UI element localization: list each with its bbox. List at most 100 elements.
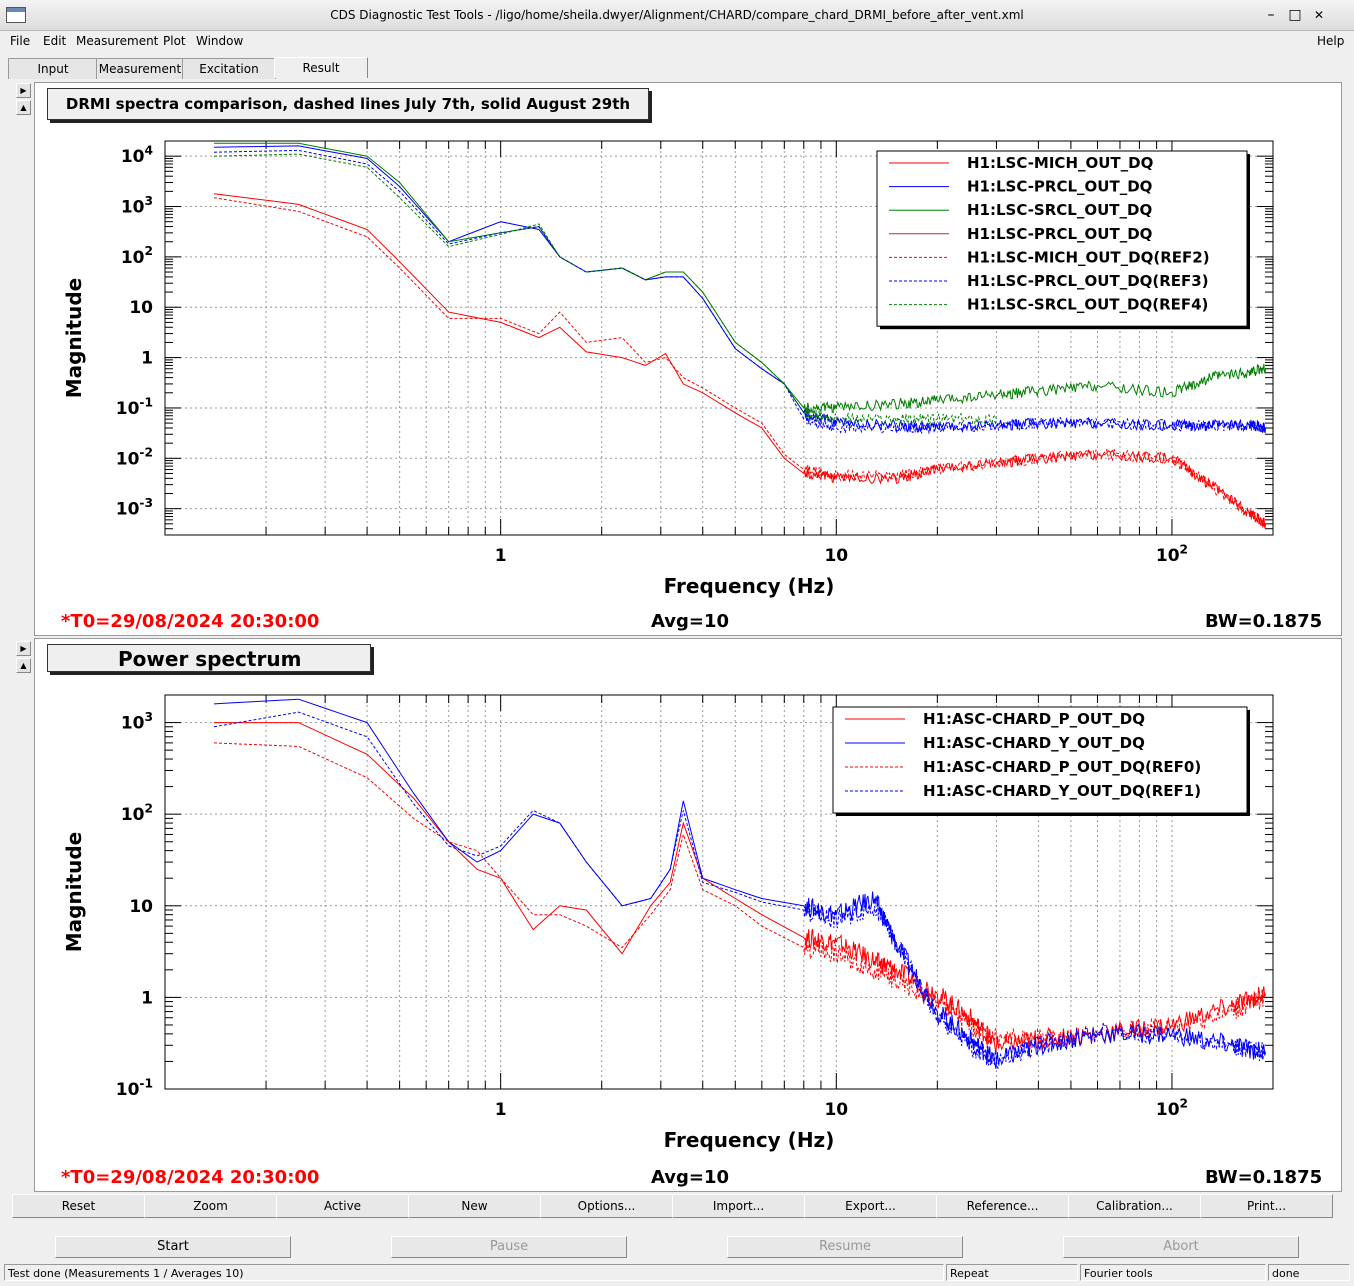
plot1-avg: Avg=10 — [651, 611, 730, 632]
menu-window[interactable]: Window — [196, 34, 244, 48]
series-line — [213, 149, 1266, 435]
y-tick-label: 10 — [129, 897, 153, 917]
y-tick-label: 10-1 — [116, 395, 153, 419]
reset-button[interactable]: Reset — [12, 1194, 145, 1218]
options-button[interactable]: Options... — [540, 1194, 673, 1218]
new-button[interactable]: New — [408, 1194, 541, 1218]
close-icon[interactable]: ✕ — [1313, 8, 1325, 22]
plot2-bw: BW=0.1875 — [1205, 1167, 1323, 1188]
legend: H1:LSC-MICH_OUT_DQ H1:LSC-PRCL_OUT_DQ H1:L… — [876, 150, 1250, 330]
plot-button-bar: Reset Zoom Active New Options... Import.… — [12, 1194, 1334, 1218]
app-window-icon — [6, 7, 26, 23]
minimize-icon[interactable]: – — [1267, 7, 1275, 23]
y-tick-label: 10 — [129, 298, 153, 318]
plot1-bw: BW=0.1875 — [1205, 611, 1323, 632]
series-group — [213, 698, 1266, 1069]
start-button[interactable]: Start — [55, 1236, 291, 1258]
plot1-svg[interactable]: 1 10 10210410310210110-110-210-3Frequency … — [35, 83, 1341, 635]
legend-entry: H1:LSC-MICH_OUT_DQ(REF2) — [967, 248, 1210, 266]
import-button[interactable]: Import... — [672, 1194, 805, 1218]
x-tick-label: 1 — [495, 546, 507, 566]
panel1-expand-arrow-icon[interactable]: ▶ — [16, 83, 31, 98]
y-tick-label: 10-1 — [116, 1076, 153, 1100]
legend-entry: H1:ASC-CHARD_Y_OUT_DQ(REF1) — [923, 782, 1201, 800]
y-tick-label: 104 — [121, 144, 153, 168]
export-button[interactable]: Export... — [804, 1194, 937, 1218]
tab-input[interactable]: Input — [8, 58, 98, 79]
x-axis-title: Frequency (Hz) — [664, 1128, 835, 1152]
status-message: Test done (Measurements 1 / Averages 10) — [4, 1264, 944, 1281]
x-tick-label: 102 — [1156, 1096, 1188, 1120]
legend-entry: H1:LSC-PRCL_OUT_DQ(REF3) — [967, 272, 1209, 290]
calibration-button[interactable]: Calibration... — [1068, 1194, 1201, 1218]
menu-measurement[interactable]: Measurement — [76, 34, 159, 48]
y-tick-label: 1 — [141, 988, 153, 1008]
legend-entry: H1:LSC-PRCL_OUT_DQ — [967, 178, 1152, 196]
menu-plot[interactable]: Plot — [163, 34, 186, 48]
tab-result[interactable]: Result — [274, 57, 368, 78]
resume-button[interactable]: Resume — [727, 1236, 963, 1258]
plot2-title: Power spectrum — [47, 644, 371, 672]
print-button[interactable]: Print... — [1200, 1194, 1333, 1218]
y-tick-label: 102 — [121, 244, 153, 268]
plot-panel-2: 1 10 102 103 102 10 1 10-1 Frequency (Hz) Magnitu… — [34, 638, 1342, 1192]
legend: H1:ASC-CHARD_P_OUT_DQ H1:ASC-CHARD_Y_OUT_… — [832, 706, 1250, 816]
maximize-icon[interactable]: □ — [1288, 7, 1302, 23]
y-tick-label: 103 — [121, 710, 153, 734]
menu-bar: File Edit Measurement Plot Window Help — [0, 31, 1354, 53]
y-axis-title: Magnitude — [62, 832, 86, 953]
window-titlebar: CDS Diagnostic Test Tools - /ligo/home/s… — [0, 0, 1354, 31]
panel1-collapse-arrow-icon[interactable]: ▲ — [16, 100, 31, 115]
tab-measurement[interactable]: Measurement — [96, 58, 184, 79]
plot-frame — [164, 140, 1274, 536]
plot-area: 1 10 10210410310210110-110-210-3Frequency … — [62, 140, 1274, 598]
x-tick-label: 10 — [824, 546, 848, 566]
plot2-t0: *T0=29/08/2024 20:30:00 — [61, 1167, 320, 1188]
plot-frame — [164, 694, 1274, 1090]
x-tick-label: 102 — [1156, 542, 1188, 566]
series-line — [213, 153, 997, 426]
tab-bar: Input Measurement Excitation Result — [8, 57, 1346, 79]
zoom-button[interactable]: Zoom — [144, 1194, 277, 1218]
legend-entry: H1:LSC-SRCL_OUT_DQ — [967, 201, 1152, 219]
legend-entry: H1:ASC-CHARD_P_OUT_DQ — [923, 710, 1145, 728]
legend-entry: H1:LSC-PRCL_OUT_DQ — [967, 225, 1152, 243]
status-bar: Test done (Measurements 1 / Averages 10)… — [0, 1263, 1354, 1283]
x-axis-title: Frequency (Hz) — [664, 574, 835, 598]
window-title: CDS Diagnostic Test Tools - /ligo/home/s… — [330, 8, 1024, 22]
reference-button[interactable]: Reference... — [936, 1194, 1069, 1218]
y-axis-title: Magnitude — [62, 278, 86, 399]
plot2-avg: Avg=10 — [651, 1167, 730, 1188]
plot1-t0: *T0=29/08/2024 20:30:00 — [61, 611, 320, 632]
y-tick-label: 103 — [121, 194, 153, 218]
status-state: done — [1268, 1264, 1350, 1281]
legend-entry: H1:LSC-MICH_OUT_DQ — [967, 154, 1153, 172]
legend-entry: H1:LSC-SRCL_OUT_DQ(REF4) — [967, 296, 1208, 314]
series-line — [213, 197, 1266, 529]
abort-button[interactable]: Abort — [1063, 1236, 1299, 1258]
x-tick-label: 10 — [824, 1100, 848, 1120]
series-line — [213, 711, 1266, 1069]
tab-excitation[interactable]: Excitation — [182, 58, 276, 79]
legend-box — [832, 706, 1248, 814]
menu-edit[interactable]: Edit — [43, 34, 67, 48]
pause-button[interactable]: Pause — [391, 1236, 627, 1258]
series-line — [213, 742, 1266, 1050]
legend-box — [876, 150, 1248, 327]
plot1-title: DRMI spectra comparison, dashed lines Ju… — [47, 88, 649, 120]
status-mode: Repeat — [946, 1264, 1078, 1281]
y-tick-label: 102 — [121, 802, 153, 826]
active-button[interactable]: Active — [276, 1194, 409, 1218]
menu-file[interactable]: File — [10, 34, 31, 48]
status-tool: Fourier tools — [1080, 1264, 1266, 1281]
ticks — [165, 141, 1273, 536]
series-line — [214, 142, 1266, 414]
panel2-collapse-arrow-icon[interactable]: ▲ — [16, 658, 31, 673]
legend-entry: H1:ASC-CHARD_Y_OUT_DQ — [923, 734, 1145, 752]
y-tick-label: 10-2 — [116, 446, 153, 470]
panel2-expand-arrow-icon[interactable]: ▶ — [16, 641, 31, 656]
menu-help[interactable]: Help — [1317, 34, 1345, 48]
x-tick-label: 1 — [495, 1100, 507, 1120]
